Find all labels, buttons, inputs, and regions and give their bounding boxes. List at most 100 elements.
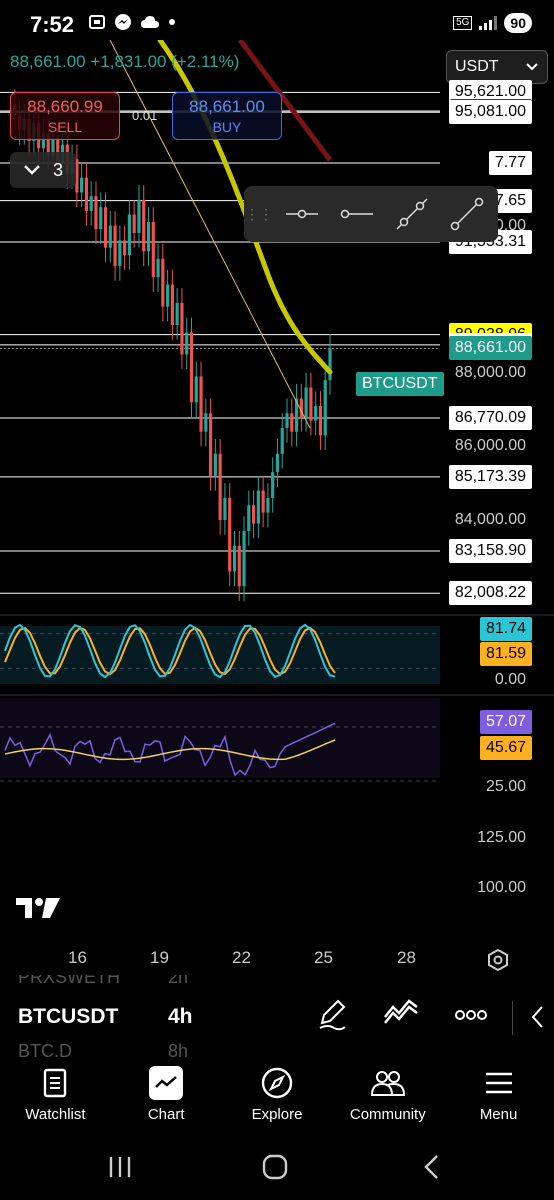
candle-body bbox=[113, 225, 117, 267]
candle-body bbox=[118, 240, 122, 267]
candle-body bbox=[137, 199, 141, 233]
drawing-pen-icon[interactable] bbox=[316, 997, 348, 1031]
x-axis-label: 28 bbox=[397, 948, 416, 967]
candle-body bbox=[46, 133, 50, 156]
nav-menu[interactable]: Menu bbox=[443, 1060, 554, 1136]
indicators-icon[interactable] bbox=[383, 997, 419, 1031]
price-label: 86,770.09 bbox=[448, 406, 532, 431]
candle-body bbox=[271, 472, 275, 498]
drawing-tool-panel[interactable]: ⋮⋮ bbox=[244, 186, 498, 242]
nav-label: Community bbox=[349, 1106, 426, 1123]
candle-body bbox=[328, 348, 332, 381]
nav-community[interactable]: Community bbox=[332, 1060, 443, 1136]
candle-body bbox=[213, 453, 217, 476]
candle-body bbox=[204, 413, 208, 432]
nav-watchlist[interactable]: Watchlist bbox=[0, 1060, 111, 1136]
candle-body bbox=[80, 177, 84, 193]
current-interval[interactable]: 4h bbox=[168, 1005, 193, 1028]
candle-body bbox=[170, 284, 174, 325]
candle-body bbox=[232, 545, 237, 572]
stoch-k-value: 81.74 bbox=[479, 617, 532, 641]
candle-body bbox=[123, 240, 127, 256]
drag-handle-icon[interactable]: ⋮⋮ bbox=[245, 205, 273, 222]
candle-body bbox=[108, 225, 112, 248]
x-axis-label: 25 bbox=[314, 948, 333, 967]
back-icon[interactable] bbox=[422, 1154, 440, 1180]
candle-body bbox=[194, 376, 198, 403]
candle-body bbox=[156, 258, 160, 278]
price-label: 88,000.00 bbox=[448, 360, 532, 385]
ray-icon bbox=[340, 209, 373, 219]
chart-canvas bbox=[0, 40, 554, 782]
candle-body bbox=[199, 376, 203, 432]
compass-icon bbox=[260, 1066, 294, 1100]
price-label: 85,173.39 bbox=[448, 464, 532, 489]
trend-line-tool[interactable] bbox=[439, 186, 494, 242]
price-chart[interactable] bbox=[0, 40, 554, 975]
chevron-down-icon bbox=[526, 63, 538, 71]
symbol-switcher[interactable]: PRXSWETH 2h BTCUSDT 4h BTC.D 8h bbox=[0, 975, 554, 1060]
candle-body bbox=[180, 302, 184, 355]
sell-button[interactable]: 88,660.99 SELL bbox=[10, 92, 120, 140]
price-label: 86,000.00 bbox=[448, 434, 532, 459]
moving-average-line-red bbox=[238, 40, 333, 162]
chart-icon bbox=[149, 1066, 184, 1100]
candle-body bbox=[89, 196, 93, 211]
rsi-ma-value: 45.67 bbox=[479, 736, 532, 760]
price-label: 88,661.00 bbox=[448, 336, 532, 361]
candle-body bbox=[127, 214, 132, 256]
price-label: 82,008.22 bbox=[448, 581, 532, 606]
candle-body bbox=[299, 398, 303, 417]
candle-body bbox=[247, 505, 251, 532]
candle-body bbox=[314, 405, 318, 421]
home-icon[interactable] bbox=[262, 1154, 288, 1180]
x-axis-label: 19 bbox=[150, 948, 169, 967]
chevron-left-icon[interactable] bbox=[530, 1005, 544, 1029]
dot-icon bbox=[169, 19, 175, 25]
candle-body bbox=[309, 387, 313, 421]
candle-body bbox=[228, 497, 232, 572]
x-axis-label: 22 bbox=[232, 948, 251, 967]
candle-body bbox=[56, 137, 60, 164]
horizontal-ray-tool[interactable] bbox=[274, 186, 329, 242]
chart-settings-icon[interactable] bbox=[486, 948, 510, 972]
candle-body bbox=[223, 497, 227, 520]
ticker-change: +1,831.00 bbox=[90, 52, 167, 71]
currency-select[interactable]: USDT bbox=[446, 50, 548, 84]
candle-body bbox=[103, 207, 108, 248]
candle-body bbox=[146, 221, 151, 252]
more-options-icon[interactable] bbox=[455, 1009, 487, 1021]
messenger-icon bbox=[115, 14, 131, 30]
price-label: 7.77 bbox=[488, 151, 532, 176]
extended-line-tool[interactable] bbox=[384, 186, 439, 242]
ray-tool[interactable] bbox=[329, 186, 384, 242]
candle-body bbox=[304, 387, 308, 417]
candle-body bbox=[175, 302, 179, 325]
indicator-collapse-button[interactable]: 3 bbox=[10, 152, 76, 188]
chevron-down-icon bbox=[24, 165, 40, 175]
watchlist-icon bbox=[38, 1066, 72, 1100]
candle-body bbox=[237, 545, 241, 587]
battery-icon: 90 bbox=[504, 13, 532, 33]
x-axis-label: 16 bbox=[68, 948, 87, 967]
divider bbox=[512, 1001, 513, 1035]
candle-body bbox=[75, 159, 79, 193]
candle-body bbox=[94, 196, 98, 230]
next-symbol[interactable]: BTC.D bbox=[18, 1041, 72, 1060]
stoch-min-label: 0.00 bbox=[488, 668, 532, 692]
candle-body bbox=[208, 413, 213, 476]
prev-symbol[interactable]: PRXSWETH bbox=[18, 975, 121, 987]
ticker-summary: 88,661.00 +1,831.00 (+2.11%) bbox=[10, 52, 239, 72]
rsi-low-label: 25.00 bbox=[479, 775, 532, 799]
buy-button[interactable]: 88,661.00 BUY bbox=[172, 92, 282, 140]
nav-chart[interactable]: Chart bbox=[111, 1060, 222, 1136]
candle-body bbox=[294, 398, 299, 432]
price-label: 83,158.90 bbox=[448, 538, 532, 563]
community-icon bbox=[370, 1066, 405, 1100]
ticker-change-pct: (+2.11%) bbox=[171, 52, 240, 71]
current-symbol[interactable]: BTCUSDT bbox=[18, 1005, 119, 1028]
nav-explore[interactable]: Explore bbox=[222, 1060, 333, 1136]
extended-line-icon bbox=[395, 198, 428, 230]
price-label: 84,000.00 bbox=[448, 508, 532, 532]
recent-apps-icon[interactable] bbox=[108, 1156, 132, 1178]
